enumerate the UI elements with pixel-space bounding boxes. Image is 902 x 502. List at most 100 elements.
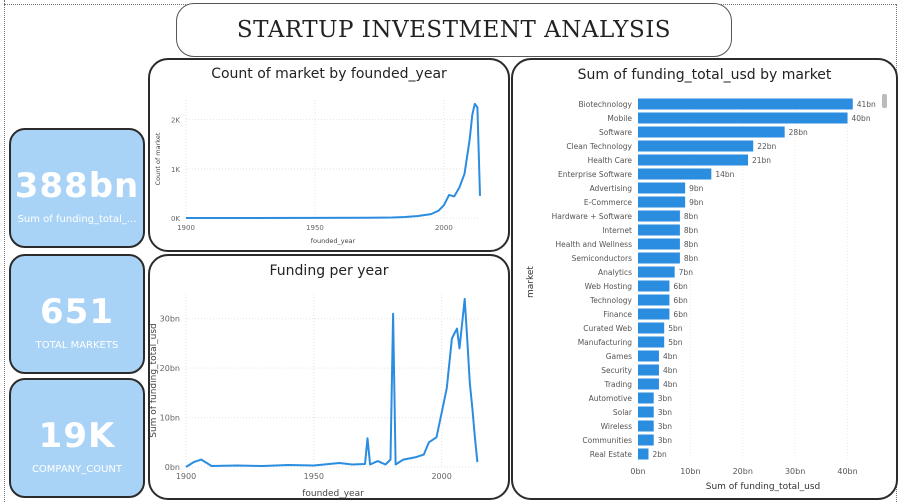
chart-title: Count of market by founded_year — [211, 66, 447, 82]
category-label: Mobile — [607, 114, 632, 123]
x-tick-label: 10bn — [680, 467, 700, 476]
bar — [638, 182, 686, 194]
data-label: 3bn — [658, 436, 673, 445]
category-label: Software — [599, 128, 632, 137]
bar-chart-market: Biotechnology 41bn Mobile 40bn Software 28bn C… — [526, 98, 876, 492]
data-label: 8bn — [684, 240, 699, 249]
data-label: 22bn — [757, 142, 776, 151]
line-chart-funding: 0bn 10bn 20bn 30bn 1900 1950 2000 founded_year S… — [150, 294, 480, 498]
bar — [638, 448, 649, 460]
category-label: Biotechnology — [579, 100, 633, 109]
bar — [638, 322, 665, 334]
category-label: Health and Wellness — [556, 240, 633, 249]
bar — [638, 294, 670, 306]
bar — [638, 196, 686, 208]
y-axis-title: Sum of funding_total_usd — [150, 323, 159, 437]
x-tick-label: 1950 — [304, 472, 324, 481]
category-label: Semiconductors — [572, 254, 632, 263]
category-label: Manufacturing — [578, 338, 633, 347]
bar — [638, 378, 659, 390]
bar — [638, 420, 654, 432]
x-tick-label: 1950 — [306, 224, 324, 232]
category-label: Curated Web — [583, 324, 632, 333]
page-border-left — [4, 0, 6, 502]
data-label: 7bn — [679, 268, 694, 277]
bar — [638, 406, 654, 418]
data-label: 3bn — [658, 408, 673, 417]
chart-panel-count-by-year[interactable]: Count of market by founded_year 0K 1K 2K 19… — [148, 58, 510, 252]
chart-panel-funding-per-year[interactable]: Funding per year 0bn 10bn 20bn 30bn 1900 1950… — [148, 254, 510, 500]
data-label: 8bn — [684, 254, 699, 263]
y-tick-label: 0K — [171, 215, 180, 223]
x-tick-label: 20bn — [733, 467, 753, 476]
category-label: Finance — [603, 310, 632, 319]
chart-panel-funding-by-market[interactable]: Sum of funding_total_usd by market Biote… — [511, 58, 898, 500]
data-label: 5bn — [668, 338, 683, 347]
kpi-value: 388bn — [14, 166, 140, 206]
data-label: 28bn — [789, 128, 808, 137]
bar — [638, 308, 670, 320]
category-label: Health Care — [588, 156, 633, 165]
series-line — [185, 297, 479, 468]
chart-title: Sum of funding_total_usd by market — [577, 67, 832, 83]
data-label: 6bn — [673, 296, 688, 305]
bar — [638, 210, 680, 222]
y-tick-label: 10bn — [160, 414, 180, 423]
y-tick-label: 1K — [171, 166, 180, 174]
data-label: 14bn — [715, 170, 734, 179]
bar — [638, 238, 680, 250]
data-label: 6bn — [673, 310, 688, 319]
bar — [638, 224, 680, 236]
bar — [638, 280, 670, 292]
data-label: 9bn — [689, 198, 704, 207]
data-label: 9bn — [689, 184, 704, 193]
data-label: 6bn — [673, 282, 688, 291]
category-label: Real Estate — [590, 450, 633, 459]
x-axis-title: founded_year — [302, 489, 364, 498]
x-axis-title: founded_year — [311, 237, 356, 245]
data-label: 40bn — [852, 114, 871, 123]
data-label: 3bn — [658, 422, 673, 431]
line-chart-count: 0K 1K 2K 1900 1950 2000 founded_year Count of m… — [154, 100, 481, 245]
bar — [638, 266, 675, 278]
bar — [638, 98, 853, 110]
bar — [638, 350, 659, 362]
category-label: Solar — [613, 408, 633, 417]
category-label: E-Commerce — [584, 198, 633, 207]
bar — [638, 140, 754, 152]
x-tick-label: 30bn — [785, 467, 805, 476]
y-tick-label: 0bn — [165, 463, 180, 472]
x-tick-label: 1900 — [176, 472, 196, 481]
bar — [638, 112, 848, 124]
data-label: 4bn — [663, 366, 678, 375]
category-label: Advertising — [590, 184, 633, 193]
category-label: Technology — [589, 296, 633, 305]
x-tick-label: 2000 — [431, 472, 451, 481]
category-label: Automotive — [589, 394, 633, 403]
dashboard-title-text: STARTUP INVESTMENT ANALYSIS — [236, 17, 672, 43]
chart-title: Funding per year — [269, 263, 389, 279]
category-label: Enterprise Software — [558, 170, 632, 179]
category-label: Trading — [603, 380, 632, 389]
bar — [638, 336, 665, 348]
category-label: Games — [606, 352, 632, 361]
data-label: 4bn — [663, 380, 678, 389]
kpi-card-company-count[interactable]: 19K COMPANY_COUNT — [9, 378, 145, 498]
category-label: Hardware + Software — [552, 212, 633, 221]
category-label: Analytics — [598, 268, 632, 277]
category-label: Internet — [602, 226, 632, 235]
kpi-card-total-funding[interactable]: 388bn Sum of funding_total_... — [9, 128, 145, 248]
category-label: Security — [601, 366, 632, 375]
category-label: Web Hosting — [585, 282, 633, 291]
data-label: 5bn — [668, 324, 683, 333]
kpi-card-total-markets[interactable]: 651 TOTAL MARKETS — [9, 254, 145, 374]
category-label: Wireless — [601, 422, 632, 431]
kpi-label: TOTAL MARKETS — [35, 340, 119, 351]
chart-scrollbar[interactable] — [882, 94, 887, 108]
kpi-value: 19K — [38, 416, 116, 456]
category-label: Communities — [582, 436, 632, 445]
kpi-label: Sum of funding_total_... — [17, 214, 137, 225]
data-label: 2bn — [652, 450, 667, 459]
bar — [638, 252, 680, 264]
x-tick-label: 0bn — [630, 467, 645, 476]
